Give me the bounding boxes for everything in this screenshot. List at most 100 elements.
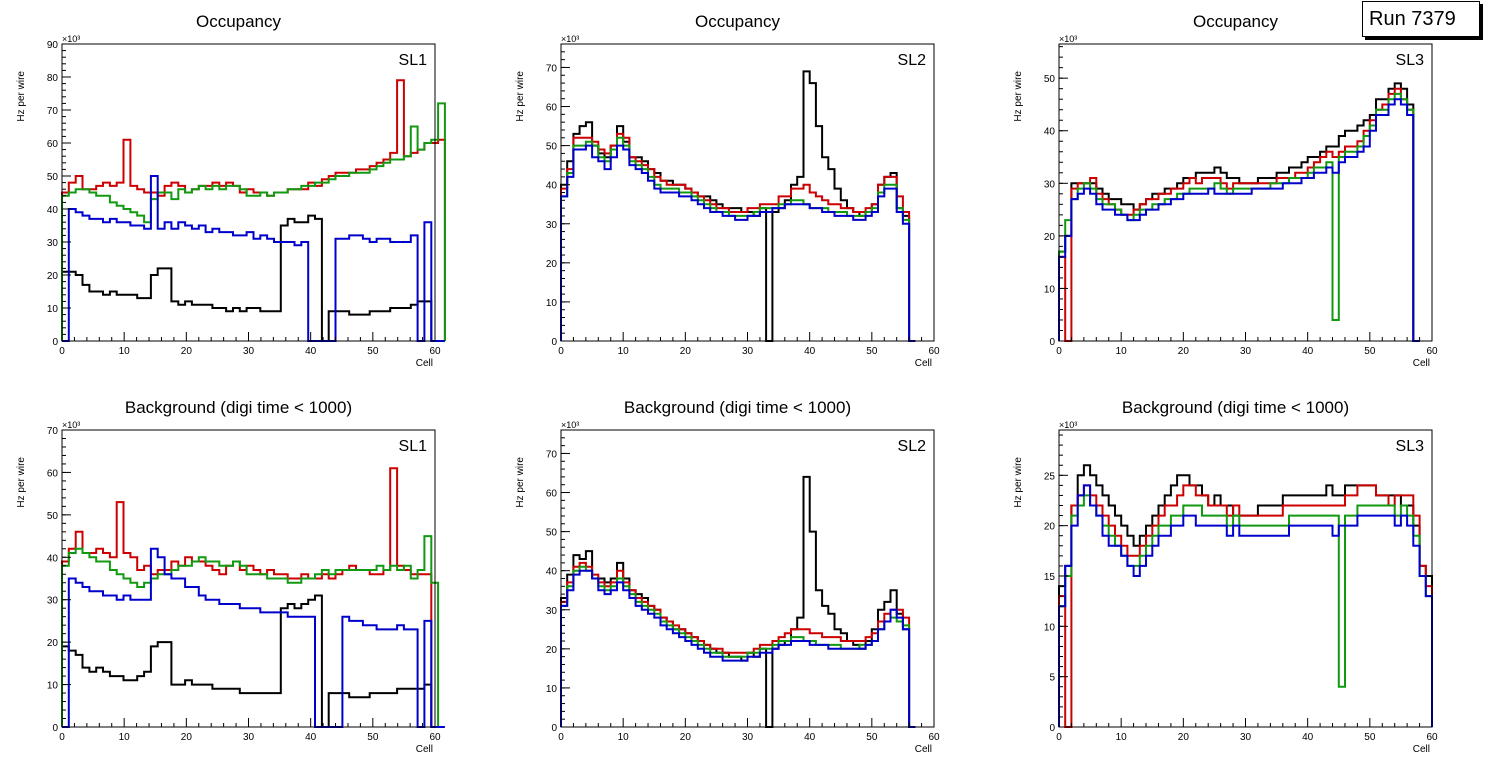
y-tick-label: 60 bbox=[546, 489, 558, 500]
chart-title: Background (digi time < 1000) bbox=[1122, 398, 1349, 417]
x-axis-label: Cell bbox=[1413, 358, 1430, 369]
y-tick-label: 30 bbox=[47, 596, 59, 607]
x-tick-label: 50 bbox=[866, 346, 878, 357]
chart-title: Background (digi time < 1000) bbox=[624, 398, 851, 417]
x-axis-label: Cell bbox=[416, 744, 433, 755]
series-black bbox=[560, 70, 916, 342]
x-axis-label: Cell bbox=[416, 358, 433, 369]
x-tick-label: 10 bbox=[618, 346, 630, 357]
y-tick-label: 25 bbox=[1044, 471, 1056, 482]
y-axis-label: Hz per wire bbox=[16, 457, 27, 508]
chart-panel-4: Background (digi time < 1000) 0 10 20 30 40 50… bbox=[16, 398, 445, 755]
x-axis-label: Cell bbox=[915, 744, 932, 755]
y-axis-label: Hz per wire bbox=[1013, 457, 1024, 508]
chart-panel-6: Background (digi time < 1000)0 10 20 30 40 50… bbox=[1013, 398, 1438, 755]
y-tick-label: 80 bbox=[47, 73, 59, 84]
panel-label: SL2 bbox=[898, 438, 927, 455]
chart-title: Background (digi time < 1000) bbox=[125, 398, 352, 417]
series-green bbox=[1058, 494, 1433, 727]
series-green bbox=[560, 565, 916, 728]
series-black bbox=[560, 475, 916, 728]
y-tick-label: 50 bbox=[546, 142, 558, 153]
chart-panel-5: Background (digi time < 1000) 0 10 20 30 40 50… bbox=[515, 398, 940, 755]
x-tick-label: 60 bbox=[429, 346, 441, 357]
series-red bbox=[560, 561, 916, 728]
x-tick-label: 60 bbox=[928, 346, 940, 357]
series-blue bbox=[560, 569, 916, 728]
series-red bbox=[1058, 87, 1420, 342]
x-tick-label: 40 bbox=[305, 732, 317, 743]
series-blue bbox=[560, 144, 916, 342]
plot-frame bbox=[1058, 429, 1433, 728]
y-tick-label: 70 bbox=[47, 106, 59, 117]
y-tick-label: 30 bbox=[546, 606, 558, 617]
x-tick-label: 50 bbox=[367, 732, 379, 743]
y-tick-label: 20 bbox=[1044, 232, 1056, 243]
y-tick-label: 50 bbox=[47, 172, 59, 183]
x-tick-label: 20 bbox=[181, 346, 193, 357]
y-exponent-label: ×10³ bbox=[1059, 420, 1077, 430]
y-tick-label: 20 bbox=[546, 645, 558, 656]
x-tick-label: 30 bbox=[243, 346, 255, 357]
plot-frame bbox=[61, 43, 436, 342]
panel-label: SL2 bbox=[898, 52, 927, 69]
panel-label: SL1 bbox=[399, 52, 428, 69]
plot-frame bbox=[1058, 43, 1433, 342]
series-blue bbox=[1058, 98, 1420, 342]
panel-label: SL1 bbox=[399, 438, 428, 455]
plot-frame bbox=[61, 429, 436, 728]
x-tick-label: 10 bbox=[119, 346, 131, 357]
y-tick-label: 70 bbox=[47, 426, 59, 437]
x-tick-label: 30 bbox=[243, 732, 255, 743]
y-tick-label: 0 bbox=[52, 723, 58, 734]
series-black bbox=[1058, 464, 1433, 727]
series-blue bbox=[62, 547, 445, 728]
y-exponent-label: ×10³ bbox=[62, 420, 80, 430]
x-tick-label: 0 bbox=[59, 346, 65, 357]
y-tick-label: 15 bbox=[1044, 572, 1056, 583]
x-tick-label: 60 bbox=[429, 732, 441, 743]
x-tick-label: 40 bbox=[305, 346, 317, 357]
x-tick-label: 10 bbox=[119, 732, 131, 743]
x-tick-label: 30 bbox=[1240, 732, 1252, 743]
x-tick-label: 20 bbox=[680, 346, 692, 357]
x-tick-label: 10 bbox=[1116, 732, 1128, 743]
chart-title: Occupancy bbox=[1193, 12, 1279, 31]
x-tick-label: 60 bbox=[1426, 346, 1438, 357]
y-tick-label: 20 bbox=[1044, 522, 1056, 533]
series-green bbox=[61, 102, 446, 341]
series-green bbox=[560, 136, 916, 342]
x-tick-label: 20 bbox=[1178, 346, 1190, 357]
y-tick-label: 90 bbox=[47, 40, 59, 51]
y-tick-label: 10 bbox=[546, 684, 558, 695]
x-tick-label: 30 bbox=[1240, 346, 1252, 357]
x-tick-label: 20 bbox=[1178, 732, 1190, 743]
series-black bbox=[61, 594, 433, 728]
y-tick-label: 20 bbox=[47, 638, 59, 649]
y-tick-label: 70 bbox=[546, 63, 558, 74]
y-tick-label: 20 bbox=[47, 271, 59, 282]
series-green bbox=[61, 535, 440, 727]
y-tick-label: 30 bbox=[546, 220, 558, 231]
y-tick-label: 50 bbox=[47, 511, 59, 522]
series-black bbox=[61, 214, 433, 342]
series-blue bbox=[62, 175, 445, 342]
x-axis-label: Cell bbox=[1413, 744, 1430, 755]
x-axis-label: Cell bbox=[915, 358, 932, 369]
x-tick-label: 60 bbox=[928, 732, 940, 743]
y-axis-label: Hz per wire bbox=[515, 71, 526, 122]
y-tick-label: 30 bbox=[47, 238, 59, 249]
x-tick-label: 50 bbox=[1364, 732, 1376, 743]
y-tick-label: 40 bbox=[546, 181, 558, 192]
y-tick-label: 40 bbox=[47, 553, 59, 564]
y-tick-label: 5 bbox=[1049, 673, 1055, 684]
y-tick-label: 60 bbox=[47, 468, 59, 479]
y-exponent-label: ×10³ bbox=[1059, 34, 1077, 44]
chart-panel-3: Occupancy 0 10 20 30 40 50 60 0 10 20 30 40 50 Cell Hz … bbox=[1013, 12, 1438, 369]
y-exponent-label: ×10³ bbox=[62, 34, 80, 44]
x-tick-label: 40 bbox=[804, 732, 816, 743]
x-tick-label: 0 bbox=[1056, 346, 1062, 357]
y-tick-label: 0 bbox=[551, 337, 557, 348]
y-tick-label: 10 bbox=[546, 298, 558, 309]
x-tick-label: 50 bbox=[1364, 346, 1376, 357]
